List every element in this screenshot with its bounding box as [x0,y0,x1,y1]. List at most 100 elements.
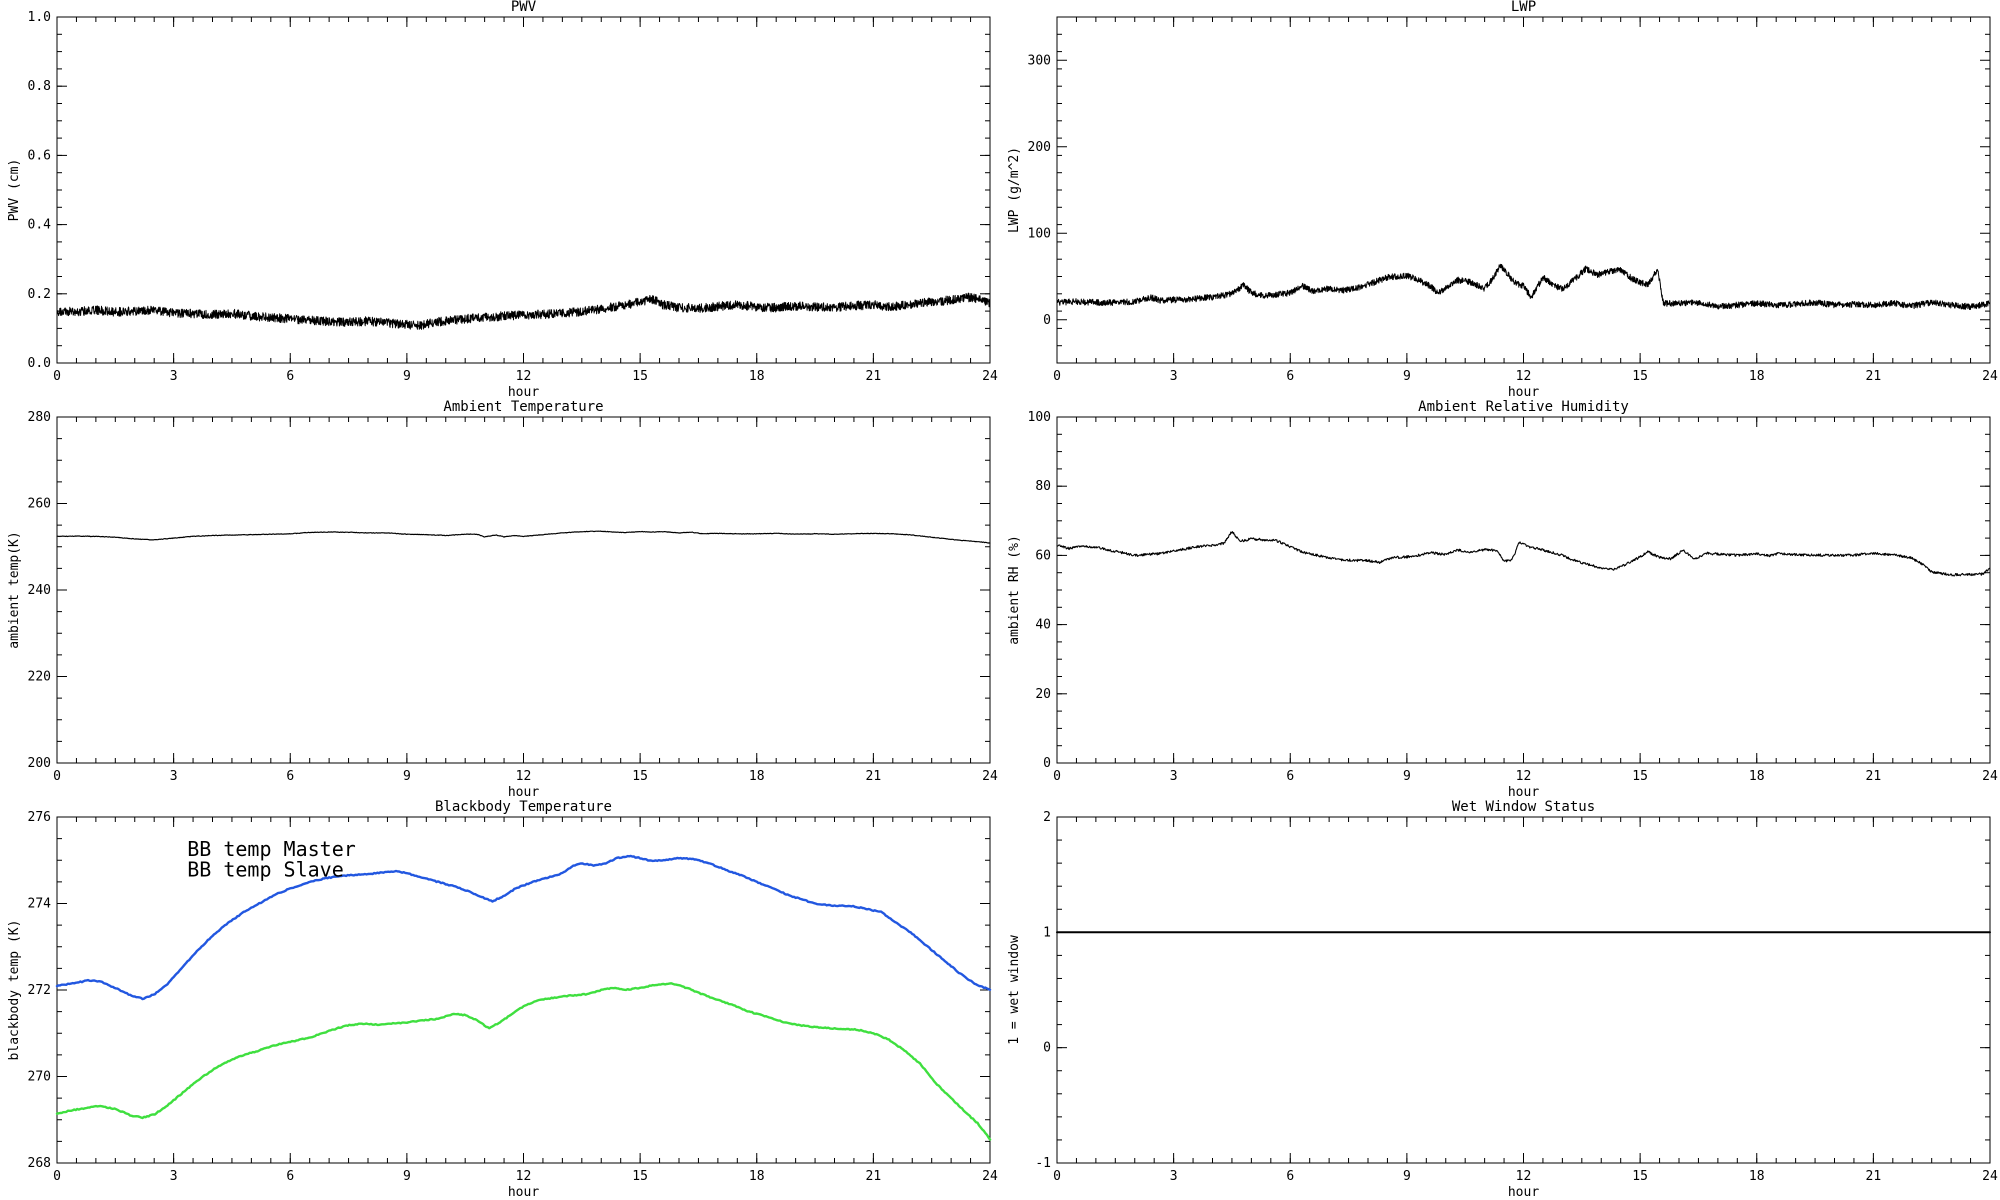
svg-text:40: 40 [1035,618,1051,633]
svg-text:24: 24 [982,1169,998,1184]
svg-text:276: 276 [28,810,51,825]
ambient-relative-humidity-chart: 0 3 6 9 12 15 18 21 24 0 20 40 60 80 100 Ambient Relati… [1000,400,2000,800]
svg-text:260: 260 [28,497,51,512]
svg-text:15: 15 [1632,769,1648,784]
ambient-temperature-chart: 0 3 6 9 12 15 18 21 24 200 220 240 260 280 Ambient Tem… [0,400,1000,800]
svg-text:18: 18 [1749,369,1765,384]
svg-text:Ambient Relative Humidity: Ambient Relative Humidity [1418,400,1629,415]
svg-text:12: 12 [1516,369,1532,384]
svg-text:18: 18 [1749,1169,1765,1184]
svg-text:24: 24 [1982,1169,1998,1184]
svg-text:15: 15 [1632,1169,1648,1184]
svg-text:21: 21 [866,769,882,784]
svg-text:12: 12 [1516,769,1532,784]
svg-text:6: 6 [1286,369,1294,384]
svg-text:21: 21 [866,369,882,384]
svg-text:21: 21 [1866,369,1882,384]
svg-text:0: 0 [1043,1041,1051,1056]
svg-text:100: 100 [1028,226,1051,241]
panel-ambient-rh: 0 3 6 9 12 15 18 21 24 0 20 40 60 80 100 Ambient Relati… [1000,400,2000,800]
panel-ambient-temperature: 0 3 6 9 12 15 18 21 24 200 220 240 260 280 Ambient Tem… [0,400,1000,800]
svg-text:3: 3 [170,769,178,784]
svg-text:9: 9 [1403,1169,1411,1184]
svg-text:0.0: 0.0 [28,356,51,371]
svg-text:100: 100 [1028,410,1051,425]
svg-text:268: 268 [28,1156,51,1171]
svg-text:15: 15 [632,1169,648,1184]
svg-text:12: 12 [1516,1169,1532,1184]
svg-text:18: 18 [749,769,765,784]
svg-text:1 = wet window: 1 = wet window [1007,935,1022,1045]
svg-text:Blackbody Temperature: Blackbody Temperature [435,800,612,815]
svg-text:60: 60 [1035,548,1051,563]
svg-text:hour: hour [1508,1185,1539,1200]
svg-text:0: 0 [53,769,61,784]
pwv-chart: 0 3 6 9 12 15 18 21 24 0.0 0.2 0.4 0.6 0.8 1.0 PWV hour P… [0,0,1000,400]
svg-text:9: 9 [403,369,411,384]
svg-text:6: 6 [1286,769,1294,784]
svg-text:-1: -1 [1035,1156,1051,1171]
svg-text:hour: hour [508,785,539,800]
svg-text:blackbody temp (K): blackbody temp (K) [7,920,22,1061]
svg-text:0: 0 [1053,369,1061,384]
svg-text:12: 12 [516,1169,532,1184]
svg-text:18: 18 [749,369,765,384]
svg-text:0: 0 [53,1169,61,1184]
svg-text:6: 6 [286,369,294,384]
svg-text:0.2: 0.2 [28,287,51,302]
svg-text:0: 0 [53,369,61,384]
svg-text:24: 24 [982,369,998,384]
svg-text:LWP: LWP [1511,0,1536,15]
panel-wet-window-status: 0 3 6 9 12 15 18 21 24 -1 0 1 2 Wet Window Status hour… [1000,800,2000,1200]
svg-text:280: 280 [28,410,51,425]
svg-text:24: 24 [982,769,998,784]
svg-text:PWV (cm): PWV (cm) [7,159,22,222]
panel-lwp: 0 3 6 9 12 15 18 21 24 0 100 200 300 LWP hour LWP (g/m^… [1000,0,2000,400]
svg-text:12: 12 [516,369,532,384]
svg-text:LWP (g/m^2): LWP (g/m^2) [1007,147,1022,233]
svg-text:15: 15 [632,369,648,384]
svg-text:hour: hour [508,1185,539,1200]
svg-text:21: 21 [1866,769,1882,784]
svg-text:24: 24 [1982,769,1998,784]
svg-text:0: 0 [1043,756,1051,771]
svg-text:0: 0 [1043,313,1051,328]
blackbody-temperature-chart: 0 3 6 9 12 15 18 21 24 268 270 272 274 276 Blackbody T… [0,800,1000,1200]
svg-text:6: 6 [286,1169,294,1184]
svg-text:0.6: 0.6 [28,148,51,163]
svg-text:300: 300 [1028,53,1051,68]
svg-text:272: 272 [28,983,51,998]
legend-label: BB temp Master [187,837,356,861]
svg-text:270: 270 [28,1070,51,1085]
svg-text:Ambient Temperature: Ambient Temperature [443,400,603,415]
svg-text:3: 3 [170,369,178,384]
svg-text:3: 3 [1170,769,1178,784]
svg-text:200: 200 [28,756,51,771]
svg-text:21: 21 [866,1169,882,1184]
svg-text:18: 18 [1749,769,1765,784]
svg-text:21: 21 [1866,1169,1882,1184]
svg-text:0.8: 0.8 [28,79,51,94]
panel-blackbody-temperature: 0 3 6 9 12 15 18 21 24 268 270 272 274 276 Blackbody T… [0,800,1000,1200]
svg-text:240: 240 [28,583,51,598]
svg-text:15: 15 [1632,369,1648,384]
svg-text:PWV: PWV [511,0,537,15]
svg-text:200: 200 [1028,140,1051,155]
svg-text:ambient RH (%): ambient RH (%) [1007,535,1022,645]
svg-text:3: 3 [1170,1169,1178,1184]
svg-text:hour: hour [1508,785,1539,800]
svg-text:80: 80 [1035,479,1051,494]
svg-text:ambient temp(K): ambient temp(K) [7,531,22,648]
svg-text:2: 2 [1043,810,1051,825]
svg-text:24: 24 [1982,369,1998,384]
svg-text:0.4: 0.4 [28,218,52,233]
svg-text:hour: hour [1508,385,1539,400]
svg-text:18: 18 [749,1169,765,1184]
svg-text:274: 274 [28,897,52,912]
svg-text:hour: hour [508,385,539,400]
svg-text:9: 9 [1403,369,1411,384]
legend-label: BB temp Slave [187,858,344,882]
svg-text:0: 0 [1053,769,1061,784]
